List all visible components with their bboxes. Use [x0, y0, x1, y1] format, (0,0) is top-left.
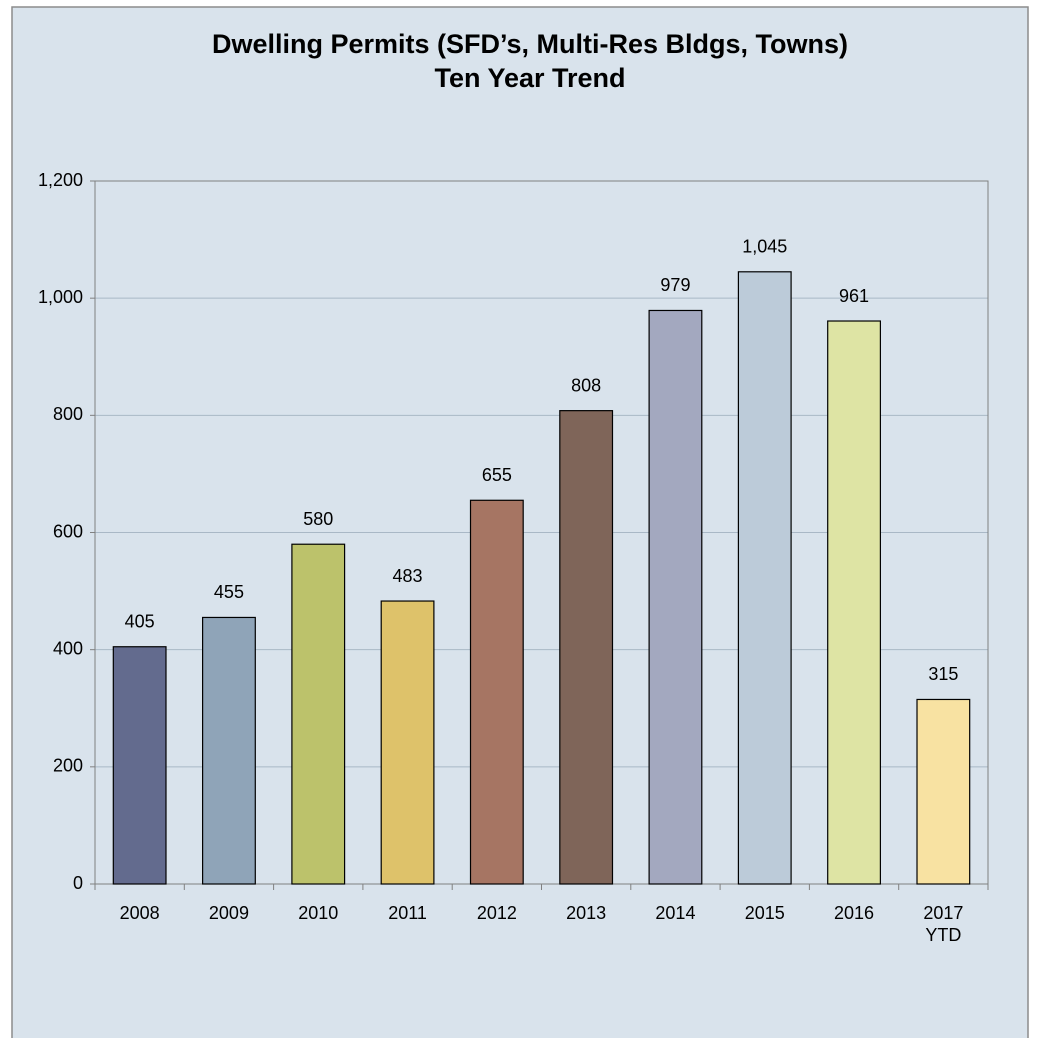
data-label: 483: [393, 566, 423, 586]
bar: [291, 543, 346, 885]
y-tick-label: 600: [53, 521, 83, 541]
x-tick-label: 2014: [655, 903, 696, 923]
bar: [469, 499, 524, 885]
x-tick-label: 2011: [388, 903, 427, 923]
data-label: 655: [482, 465, 512, 485]
chart-title: Dwelling Permits (SFD’s, Multi-Res Bldgs…: [212, 29, 848, 59]
x-tick-label: 2012: [476, 903, 517, 923]
x-tick-label: 2017 YTD: [923, 903, 964, 945]
y-tick-label: 800: [53, 404, 83, 424]
bar: [559, 410, 614, 885]
y-tick-label: 1,200: [38, 170, 83, 190]
x-tick-label: 2013: [566, 903, 607, 923]
bar: [737, 271, 792, 885]
y-tick-label: 200: [53, 756, 83, 776]
data-label: 315: [928, 664, 958, 684]
data-label: 979: [660, 275, 690, 295]
bar: [827, 320, 881, 885]
x-tick-label: 2010: [298, 903, 339, 923]
data-label: 808: [571, 375, 601, 395]
bar: [202, 616, 256, 885]
data-label: 1,045: [742, 237, 787, 257]
x-tick-label: 2009: [208, 903, 249, 923]
data-label: 455: [214, 582, 244, 602]
y-tick-label: 0: [73, 873, 83, 893]
data-label: 580: [303, 509, 333, 529]
x-tick-label: 2015: [744, 903, 785, 923]
bar: [916, 698, 971, 885]
x-tick-label: 2016: [834, 903, 875, 923]
data-label: 961: [839, 286, 869, 306]
x-tick-label: 2008: [119, 903, 160, 923]
bar: [648, 309, 703, 885]
bar: [112, 646, 167, 885]
chart-subtitle: Ten Year Trend: [434, 63, 625, 93]
data-label: 405: [125, 611, 155, 631]
bar: [380, 600, 435, 885]
y-tick-label: 400: [53, 638, 83, 658]
y-tick-label: 1,000: [38, 287, 83, 307]
